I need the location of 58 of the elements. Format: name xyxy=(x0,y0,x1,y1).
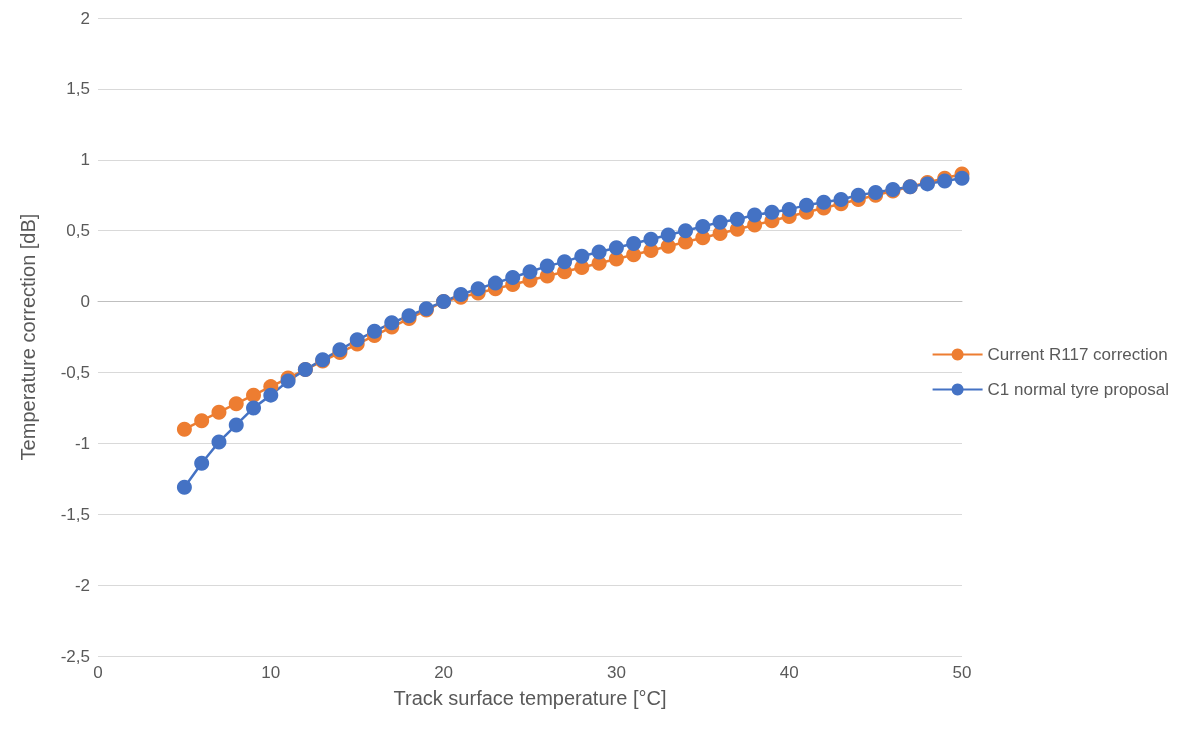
point xyxy=(954,170,970,186)
x-tick-label: 40 xyxy=(779,663,799,682)
y-tick-label: -2 xyxy=(74,575,90,595)
x-tick-label: 20 xyxy=(434,663,454,682)
point xyxy=(228,396,244,412)
point xyxy=(211,404,227,420)
point xyxy=(176,479,192,495)
point xyxy=(729,211,745,227)
point xyxy=(712,214,728,230)
point xyxy=(557,254,573,270)
point xyxy=(833,191,849,207)
point xyxy=(470,281,486,297)
y-tick-label: 1,5 xyxy=(66,79,90,99)
point xyxy=(539,258,555,274)
y-tick-label: 1 xyxy=(80,150,90,170)
point xyxy=(816,194,832,210)
point xyxy=(505,269,521,285)
point xyxy=(263,387,279,403)
point xyxy=(799,197,814,213)
point xyxy=(211,434,227,450)
point xyxy=(660,227,676,243)
point xyxy=(384,315,400,331)
y-tick-label: -2,5 xyxy=(60,646,90,666)
y-tick-label: 0,5 xyxy=(66,221,90,241)
y-tick-label: 0 xyxy=(80,292,90,312)
y-tick-label: 2 xyxy=(80,8,90,28)
y-axis-title: Temperature correction [dB] xyxy=(17,213,39,461)
point xyxy=(591,244,607,260)
point xyxy=(349,332,365,348)
point xyxy=(747,207,763,223)
point xyxy=(367,323,382,339)
point xyxy=(194,413,210,429)
x-tick-label: 0 xyxy=(93,663,103,682)
point xyxy=(678,223,694,239)
x-tick-label: 30 xyxy=(606,663,626,682)
x-tick-label: 50 xyxy=(952,663,972,682)
point xyxy=(781,201,797,217)
point xyxy=(643,231,659,247)
point xyxy=(695,218,711,234)
point xyxy=(194,455,210,471)
point xyxy=(522,264,538,280)
legend-label: C1 normal tyre proposal xyxy=(987,380,1170,399)
point xyxy=(608,240,624,256)
y-tick-label: -1 xyxy=(74,433,90,453)
point xyxy=(764,204,780,220)
y-tick-label: -0,5 xyxy=(60,362,90,382)
point xyxy=(487,275,503,291)
legend-label: Current R117 correction xyxy=(987,345,1168,364)
point xyxy=(246,387,262,403)
point xyxy=(246,400,262,416)
x-axis-title: Track surface temperature [°C] xyxy=(393,687,667,709)
point xyxy=(228,417,244,433)
y-tick-label: -1,5 xyxy=(60,504,90,524)
point xyxy=(850,187,866,203)
point xyxy=(626,235,642,251)
point xyxy=(574,248,590,264)
point xyxy=(176,421,192,437)
x-tick-label: 10 xyxy=(261,663,281,682)
